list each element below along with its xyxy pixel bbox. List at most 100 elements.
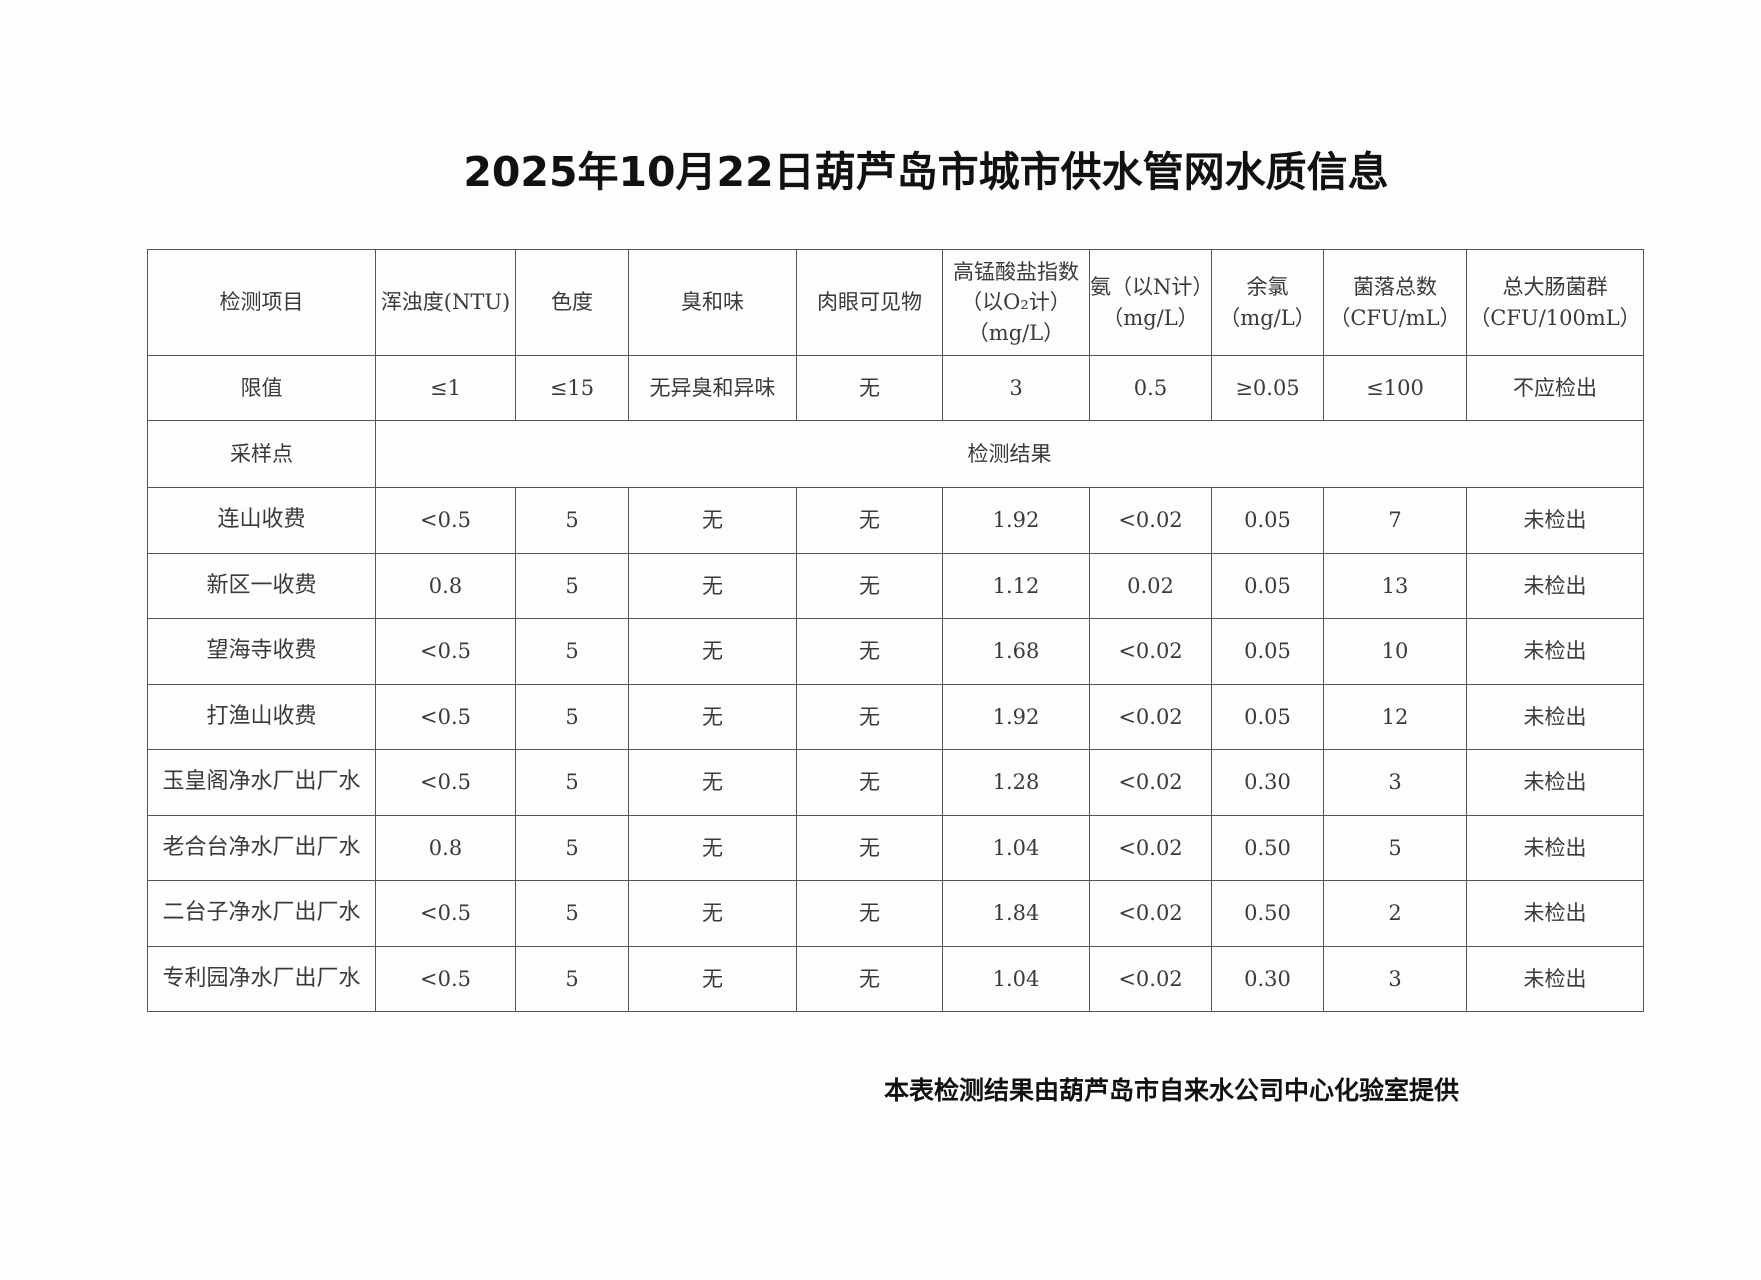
column-header: 肉眼可见物 <box>796 249 943 356</box>
result-cell: 未检出 <box>1466 945 1644 1012</box>
column-header-line: 菌落总数 <box>1353 275 1437 300</box>
column-header-line: 余氯 <box>1246 275 1289 300</box>
result-cell: 1.68 <box>942 618 1090 685</box>
result-cell: <0.02 <box>1089 487 1212 554</box>
result-cell: 无 <box>628 618 797 685</box>
result-cell: 5 <box>515 487 629 554</box>
result-cell: 无 <box>796 618 943 685</box>
column-header: 臭和味 <box>628 249 797 356</box>
result-cell: <0.5 <box>375 487 516 554</box>
column-header: 高锰酸盐指数 （以O₂计） （mg/L） <box>942 249 1090 356</box>
footer-note: 本表检测结果由葫芦岛市自来水公司中心化验室提供 <box>884 1076 1460 1105</box>
table-row: 老合台净水厂出厂水 0.8 5 无无 1.04 <0.02 0.50 5 未检出 <box>147 814 1644 881</box>
result-cell: <0.5 <box>375 618 516 685</box>
sampling-site: 打渔山收费 <box>147 683 376 750</box>
result-cell: <0.02 <box>1089 749 1212 816</box>
result-cell: <0.02 <box>1089 814 1212 881</box>
result-cell: 5 <box>515 880 629 947</box>
result-cell: 无 <box>796 880 943 947</box>
limit-cell: ≤15 <box>515 355 629 421</box>
result-cell: 0.05 <box>1211 487 1324 554</box>
sampling-site: 专利园净水厂出厂水 <box>147 945 376 1012</box>
limit-cell: ≥0.05 <box>1211 355 1324 421</box>
result-cell: 无 <box>628 487 797 554</box>
table-row: 打渔山收费 <0.5 5 无无 1.92 <0.02 0.05 12 未检出 <box>147 683 1644 750</box>
sampling-site: 二台子净水厂出厂水 <box>147 880 376 947</box>
result-cell: 5 <box>515 814 629 881</box>
result-cell: 无 <box>796 749 943 816</box>
sampling-site: 望海寺收费 <box>147 618 376 685</box>
sampling-site: 老合台净水厂出厂水 <box>147 814 376 881</box>
result-cell: 未检出 <box>1466 749 1644 816</box>
limit-cell: 无 <box>796 355 943 421</box>
result-cell: 无 <box>796 814 943 881</box>
result-cell: 1.04 <box>942 814 1090 881</box>
result-cell: 无 <box>628 749 797 816</box>
column-header-line: 氨（以N计） <box>1090 275 1214 300</box>
header-row: 检测项目 浑浊度(NTU) 色度 臭和味 肉眼可见物 高锰酸盐指数 （以O₂计） （mg/L）… <box>147 249 1644 356</box>
limit-cell: 无异臭和异味 <box>628 355 797 421</box>
result-cell: 1.84 <box>942 880 1090 947</box>
column-header-line: （mg/L） <box>967 320 1065 345</box>
result-cell: 未检出 <box>1466 880 1644 947</box>
result-cell: 7 <box>1323 487 1467 554</box>
result-cell: 无 <box>628 552 797 619</box>
table-row: 望海寺收费 <0.5 5 无无 1.68 <0.02 0.05 10 未检出 <box>147 618 1644 685</box>
limit-cell: 3 <box>942 355 1090 421</box>
result-cell: 3 <box>1323 749 1467 816</box>
result-cell: 10 <box>1323 618 1467 685</box>
result-cell: 无 <box>628 880 797 947</box>
result-cell: <0.5 <box>375 749 516 816</box>
result-cell: 未检出 <box>1466 487 1644 554</box>
result-cell: 1.92 <box>942 487 1090 554</box>
result-cell: <0.02 <box>1089 945 1212 1012</box>
column-header: 检测项目 <box>147 249 376 356</box>
table-row: 二台子净水厂出厂水 <0.5 5 无无 1.84 <0.02 0.50 2 未检出 <box>147 880 1644 947</box>
result-cell: 1.92 <box>942 683 1090 750</box>
limit-cell: ≤1 <box>375 355 516 421</box>
result-cell: 0.30 <box>1211 945 1324 1012</box>
result-cell: 无 <box>796 487 943 554</box>
result-cell: 1.12 <box>942 552 1090 619</box>
result-cell: 5 <box>515 618 629 685</box>
column-header-line: （mg/L） <box>1219 305 1316 330</box>
water-quality-table: 检测项目 浑浊度(NTU) 色度 臭和味 肉眼可见物 高锰酸盐指数 （以O₂计） （mg/L）… <box>147 249 1644 1012</box>
result-cell: 1.28 <box>942 749 1090 816</box>
sampling-site: 连山收费 <box>147 487 376 554</box>
sampling-site: 玉皇阁净水厂出厂水 <box>147 749 376 816</box>
result-cell: 未检出 <box>1466 683 1644 750</box>
result-cell: 无 <box>796 552 943 619</box>
result-cell: 13 <box>1323 552 1467 619</box>
result-cell: <0.5 <box>375 945 516 1012</box>
limit-cell: 0.5 <box>1089 355 1212 421</box>
result-cell: 无 <box>628 814 797 881</box>
result-cell: 0.30 <box>1211 749 1324 816</box>
result-cell: 0.05 <box>1211 618 1324 685</box>
result-cell: 12 <box>1323 683 1467 750</box>
result-cell: 无 <box>628 683 797 750</box>
result-cell: <0.02 <box>1089 618 1212 685</box>
table-row: 连山收费 <0.5 5 无无 1.92 <0.02 0.05 7 未检出 <box>147 487 1644 554</box>
column-header-line: （以O₂计） <box>961 290 1071 315</box>
column-header-line: 高锰酸盐指数 <box>953 259 1079 284</box>
result-cell: 5 <box>515 683 629 750</box>
result-cell: 未检出 <box>1466 552 1644 619</box>
column-header-line: （CFU/100mL） <box>1469 305 1641 330</box>
column-header: 总大肠菌群 （CFU/100mL） <box>1466 249 1644 356</box>
limit-cell: ≤100 <box>1323 355 1467 421</box>
result-cell: 2 <box>1323 880 1467 947</box>
sampling-label: 采样点 <box>147 420 376 488</box>
table-row: 新区一收费 0.8 5 无无 1.12 0.02 0.05 13 未检出 <box>147 552 1644 619</box>
result-cell: 无 <box>796 683 943 750</box>
result-cell: 无 <box>796 945 943 1012</box>
result-cell: 未检出 <box>1466 618 1644 685</box>
result-cell: 5 <box>515 552 629 619</box>
result-cell: 0.05 <box>1211 552 1324 619</box>
result-cell: 1.04 <box>942 945 1090 1012</box>
column-header: 氨（以N计） （mg/L） <box>1089 249 1214 356</box>
page-title: 2025年10月22日葫芦岛市城市供水管网水质信息 <box>463 148 1389 196</box>
result-cell: 5 <box>1323 814 1467 881</box>
limit-cell: 限值 <box>147 355 376 421</box>
result-cell: 0.8 <box>375 814 516 881</box>
results-label: 检测结果 <box>375 420 1644 488</box>
